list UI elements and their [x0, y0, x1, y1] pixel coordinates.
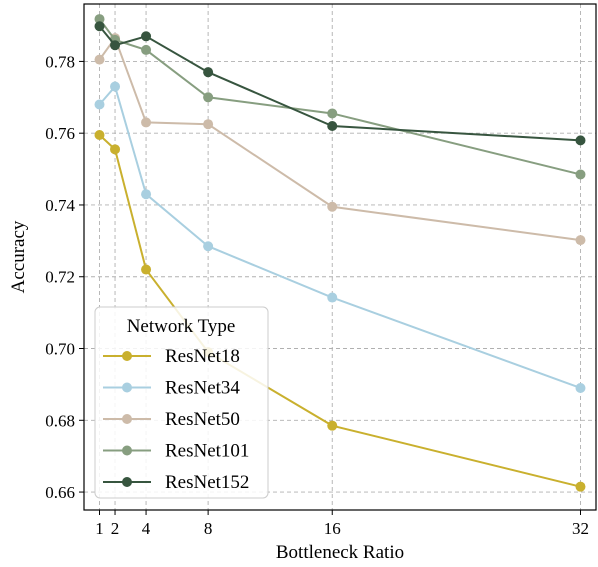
- y-tick-label: 0.70: [45, 340, 75, 359]
- data-point: [94, 99, 105, 110]
- y-tick-label: 0.68: [45, 411, 75, 430]
- x-tick-label: 4: [142, 519, 151, 538]
- legend-title: Network Type: [127, 316, 236, 337]
- data-point: [203, 92, 214, 103]
- x-tick-label: 32: [572, 519, 589, 538]
- legend: Network Type ResNet18ResNet34ResNet50Res…: [94, 306, 269, 499]
- x-tick-label: 8: [204, 519, 213, 538]
- data-point: [141, 44, 152, 55]
- legend-items: ResNet18 ResNet34 ResNet50 ResNet101 ResNet1…: [103, 346, 249, 493]
- data-point: [575, 135, 586, 146]
- data-point: [94, 14, 105, 25]
- data-point: [327, 121, 338, 132]
- data-point: [327, 420, 338, 431]
- data-point: [327, 108, 338, 119]
- plot-frame: [83, 3, 597, 511]
- legend-swatch-marker: [122, 382, 132, 393]
- legend-item: ResNet34: [103, 378, 240, 399]
- data-point: [94, 54, 105, 65]
- data-point: [327, 201, 338, 212]
- data-point: [203, 119, 214, 130]
- data-point: [575, 169, 586, 180]
- data-point: [94, 21, 105, 32]
- legend-swatch-marker: [122, 414, 132, 424]
- data-point: [141, 189, 152, 200]
- x-axis-ticks: 1 2 4 8 16 32: [95, 510, 589, 538]
- legend-swatch-marker: [122, 477, 132, 487]
- legend-item: ResNet18: [103, 346, 240, 367]
- y-tick-label: 0.76: [45, 124, 75, 143]
- y-tick-label: 0.78: [45, 52, 75, 71]
- data-point: [203, 67, 214, 78]
- legend-swatch-marker: [122, 351, 132, 361]
- data-point: [575, 481, 586, 492]
- legend-label: ResNet152: [165, 472, 249, 493]
- legend-label: ResNet101: [165, 441, 249, 462]
- data-point: [141, 31, 152, 42]
- x-tick-label: 16: [324, 519, 341, 538]
- y-tick-label: 0.72: [45, 268, 75, 287]
- data-point: [141, 264, 152, 275]
- legend-swatch-marker: [122, 445, 132, 456]
- y-tick-label: 0.66: [45, 483, 75, 502]
- legend-label: ResNet50: [165, 409, 240, 430]
- legend-label: ResNet18: [165, 346, 240, 367]
- data-point: [141, 117, 152, 128]
- legend-item: ResNet152: [103, 472, 249, 493]
- data-point: [110, 40, 121, 51]
- series-line: [98, 18, 581, 176]
- series-resnet101: [94, 14, 586, 180]
- y-axis-label: Accuracy: [8, 220, 29, 293]
- data-point: [327, 292, 338, 303]
- series-resnet152: [94, 21, 586, 146]
- legend-item: ResNet50: [103, 409, 240, 430]
- x-axis-label: Bottleneck Ratio: [276, 542, 404, 563]
- data-point: [575, 235, 586, 246]
- legend-label: ResNet34: [165, 378, 240, 399]
- data-point: [110, 81, 121, 92]
- y-axis-ticks: 0.66 0.68 0.70 0.72 0.74 0.76 0.78: [45, 52, 84, 502]
- data-point: [575, 382, 586, 393]
- data-point: [203, 241, 214, 252]
- data-point: [94, 129, 105, 140]
- x-tick-label: 2: [111, 519, 120, 538]
- legend-item: ResNet101: [103, 441, 249, 462]
- y-tick-label: 0.74: [45, 196, 75, 215]
- series-resnet34: [94, 81, 586, 393]
- x-tick-label: 1: [95, 519, 104, 538]
- data-point: [110, 144, 121, 155]
